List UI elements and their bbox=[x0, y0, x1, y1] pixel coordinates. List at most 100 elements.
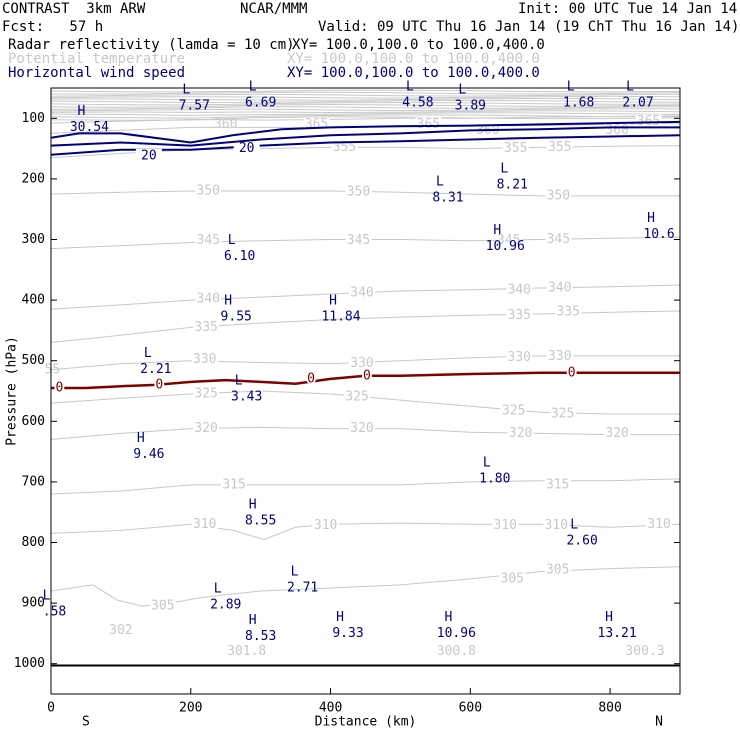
extremum-symbol: L bbox=[249, 80, 257, 95]
theta-contour-label-bg bbox=[349, 285, 376, 300]
theta-contour-315 bbox=[50, 478, 681, 495]
theta-contour-label: 325 bbox=[345, 390, 368, 405]
theta-contour-label: 355 bbox=[333, 140, 356, 155]
extremum-symbol: H bbox=[249, 498, 257, 513]
wind-contour-label: 20 bbox=[141, 148, 157, 163]
theta-contour-label-bg bbox=[191, 352, 218, 367]
theta-contour-label-bg bbox=[195, 184, 222, 199]
extremum-value: 7.57 bbox=[179, 99, 210, 114]
extrema-markers: L7.57L6.69L4.58L3.89L1.68L2.07H30.54L8.3… bbox=[43, 80, 675, 644]
y-tick-label: 1000 bbox=[14, 656, 45, 671]
theta-contour-label-bg bbox=[646, 517, 673, 532]
theta-contour-label: 340 bbox=[508, 282, 531, 297]
field-name-wind: Horizontal wind speed bbox=[8, 65, 186, 81]
theta-contour-label: 335 bbox=[508, 308, 531, 323]
theta-contour-label-bg bbox=[500, 403, 527, 418]
y-tick-label: 100 bbox=[22, 111, 45, 126]
extremum-symbol: L bbox=[228, 233, 236, 248]
theta-upper-band-line bbox=[50, 101, 681, 106]
theta-contour-label-bg bbox=[545, 232, 572, 247]
extremum-value: 8.31 bbox=[432, 191, 463, 206]
extremum-symbol: L bbox=[182, 83, 190, 98]
theta-contour-label: 340 bbox=[548, 280, 571, 295]
field-name-theta: Potential temperature bbox=[8, 51, 186, 67]
extremum-symbol: L bbox=[406, 80, 414, 95]
extremum-value: 8.21 bbox=[497, 177, 528, 192]
extremum-symbol: L bbox=[436, 175, 444, 190]
theta-contour-label: 335 bbox=[556, 305, 579, 320]
theta-contour-label: 305 bbox=[546, 562, 569, 577]
extremum-value: .58 bbox=[43, 605, 66, 620]
extremum-symbol: H bbox=[647, 211, 655, 226]
extremum-value: 3.43 bbox=[231, 390, 262, 405]
y-tick-label: 500 bbox=[22, 353, 45, 368]
wind-contour-label: 20 bbox=[239, 141, 255, 156]
theta-contour-label: 345 bbox=[347, 233, 370, 248]
reflectivity-zero-contour: 0 0 0 0 0 bbox=[51, 365, 680, 395]
theta-label: 300.3 bbox=[625, 644, 664, 659]
theta-contour-label: 345 bbox=[547, 232, 570, 247]
theta-contour-label: 305 bbox=[501, 571, 524, 586]
y-tick-label: 600 bbox=[22, 414, 45, 429]
theta-contour-label: 355 bbox=[548, 140, 571, 155]
theta-upper-band-line bbox=[51, 91, 681, 95]
theta-upper-band-line bbox=[50, 93, 681, 97]
extremum-value: 2.89 bbox=[210, 597, 241, 612]
theta-contour-365 bbox=[50, 115, 681, 124]
reflectivity-label: 0 bbox=[307, 371, 315, 386]
theta-contour-label: 310 bbox=[314, 518, 337, 533]
theta-contour-label: 345 bbox=[197, 233, 220, 248]
theta-upper-band-line bbox=[50, 99, 681, 104]
extremum-symbol: L bbox=[626, 80, 634, 95]
extremum-value: 2.07 bbox=[622, 96, 653, 111]
theta-upper-band-line bbox=[50, 89, 681, 93]
theta-contour-label: 365 bbox=[417, 117, 440, 132]
theta-contour-label-bg bbox=[506, 308, 533, 323]
theta-contour-label: 320 bbox=[509, 426, 532, 441]
theta-upper-band-line bbox=[50, 106, 681, 110]
init-time: Init: 00 UTC Tue 14 Jan 14 bbox=[518, 1, 738, 17]
field-xy-wind: XY= 100.0,100.0 to 100.0,400.0 bbox=[287, 65, 540, 81]
x-tick-label: 400 bbox=[319, 701, 342, 716]
extremum-symbol: L bbox=[144, 346, 152, 361]
theta-contour-label-bg bbox=[499, 571, 526, 586]
extremum-symbol: H bbox=[444, 610, 452, 625]
reflectivity-label: 0 bbox=[363, 368, 371, 383]
theta-contour-label-bg bbox=[345, 185, 372, 200]
theta-upper-band-line bbox=[50, 112, 681, 116]
y-tick-label: 700 bbox=[22, 474, 45, 489]
extremum-symbol: H bbox=[249, 613, 257, 628]
extremum-symbol: H bbox=[137, 431, 145, 446]
theta-contour-label-bg bbox=[312, 518, 339, 533]
theta-label: 55 bbox=[45, 362, 61, 377]
theta-contour-label: 330 bbox=[350, 356, 373, 371]
extremum-value: 9.55 bbox=[221, 310, 252, 325]
theta-contour-label-bg bbox=[195, 233, 222, 248]
theta-contour-label: 320 bbox=[194, 421, 217, 436]
theta-contour-label: 305 bbox=[151, 599, 174, 614]
reflectivity-label-bg bbox=[154, 379, 165, 390]
theta-contour-label: 320 bbox=[605, 426, 628, 441]
south-endpoint-label: S bbox=[82, 715, 90, 730]
extremum-value: 8.55 bbox=[245, 514, 276, 529]
theta-contour-label-bg bbox=[506, 282, 533, 297]
theta-contour-label-bg bbox=[415, 117, 442, 132]
wind-contour-30 bbox=[50, 120, 681, 144]
theta-contour-label: 330 bbox=[508, 350, 531, 365]
theta-contour-label-bg bbox=[492, 518, 519, 533]
theta-contour-label-bg bbox=[502, 141, 529, 156]
y-tick-label: 800 bbox=[22, 535, 45, 550]
extremum-value: 3.89 bbox=[455, 99, 486, 114]
field-xy-theta: XY= 100.0,100.0 to 100.0,400.0 bbox=[287, 51, 540, 67]
theta-contour-305 bbox=[50, 566, 681, 607]
theta-contour-label-bg bbox=[344, 390, 371, 405]
reflectivity-label: 0 bbox=[55, 380, 63, 395]
theta-contour-label: 325 bbox=[194, 387, 217, 402]
theta-contour-label: 335 bbox=[194, 320, 217, 335]
extremum-symbol: H bbox=[336, 610, 344, 625]
theta-upper-band-line bbox=[50, 110, 681, 114]
theta-contour-label: 345 bbox=[497, 233, 520, 248]
theta-contour-label: 310 bbox=[193, 517, 216, 532]
y-axis-label: Pressure (hPa) bbox=[5, 336, 20, 446]
